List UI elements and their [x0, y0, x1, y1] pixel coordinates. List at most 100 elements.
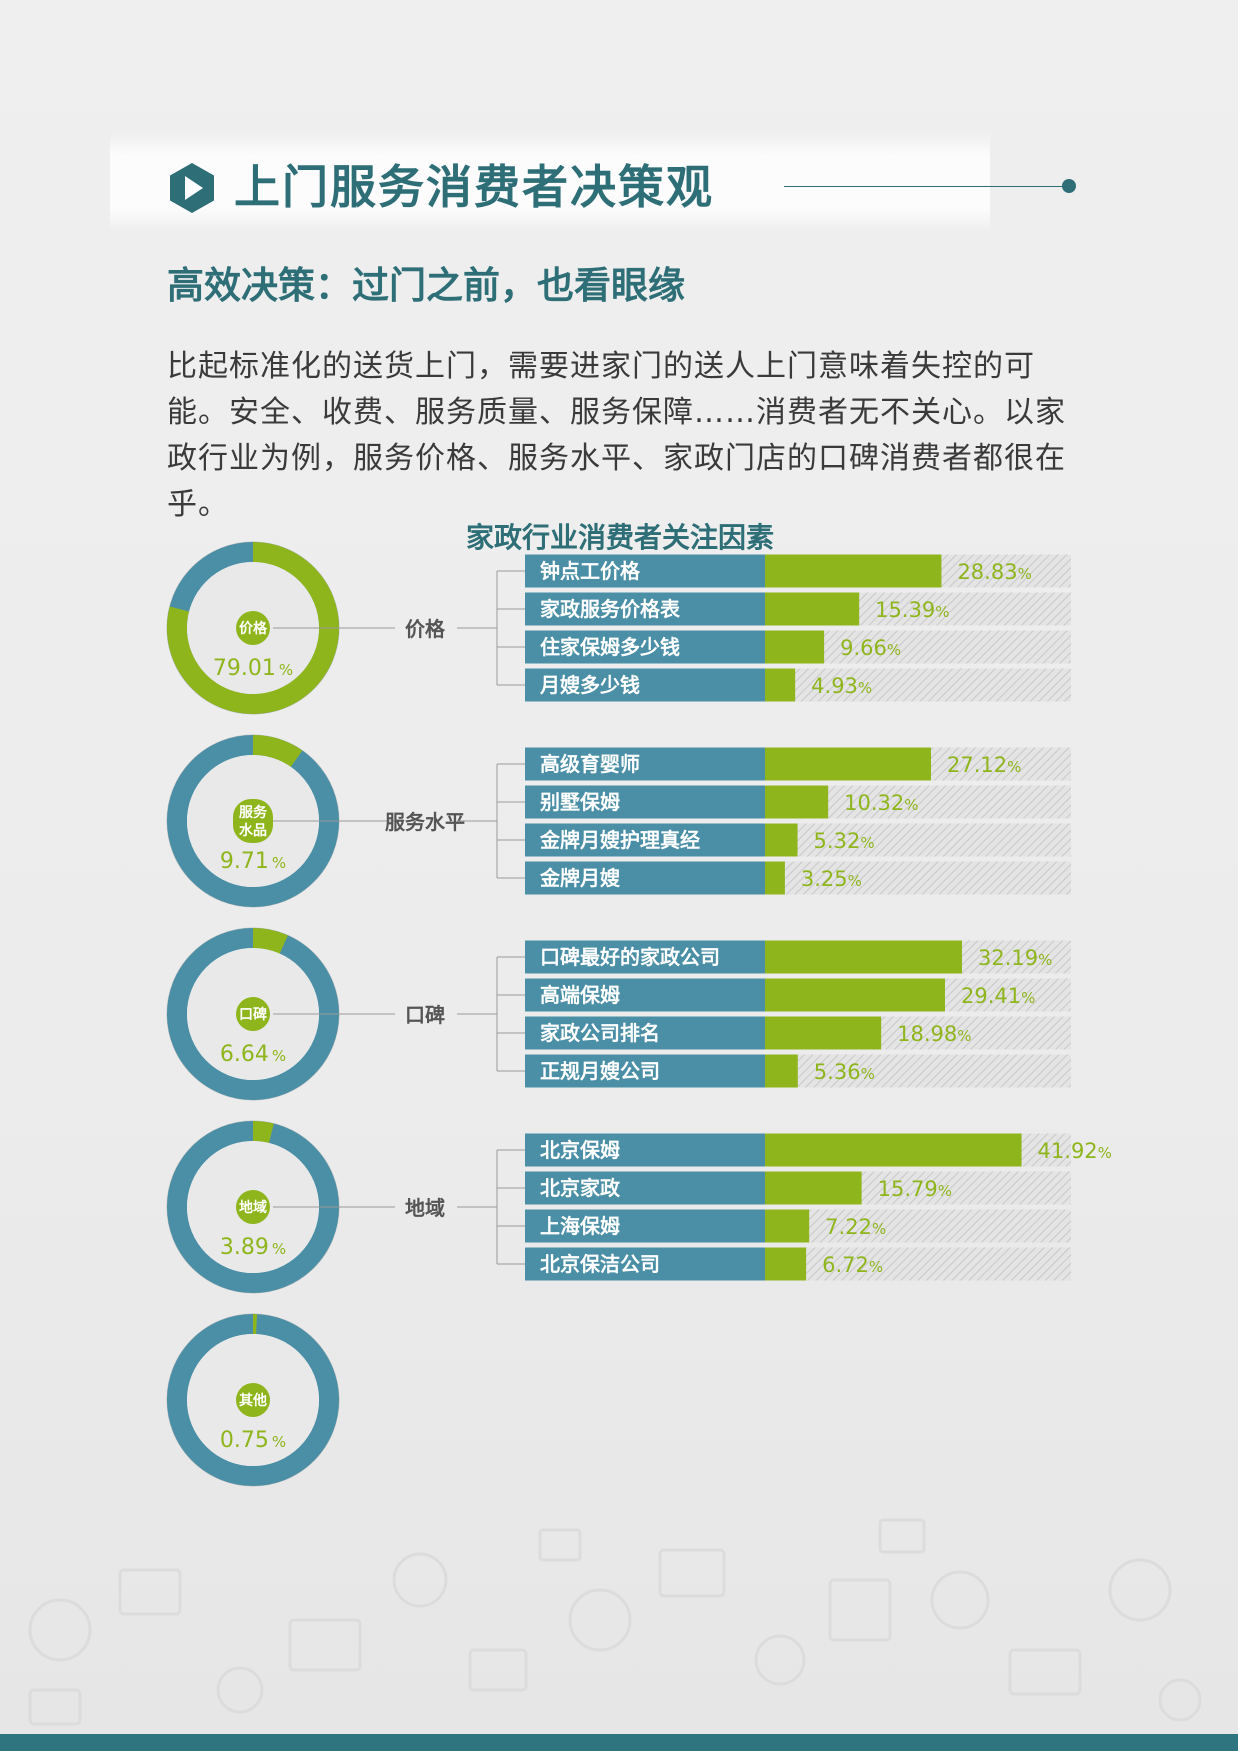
- bar-value-label: 5.32%: [814, 829, 875, 853]
- ring-center-badge: [236, 1383, 270, 1417]
- bar: [765, 630, 825, 664]
- intro-paragraph: 比起标准化的送货上门，需要进家门的送人上门意味着失控的可能。安全、收费、服务质量…: [167, 349, 1066, 522]
- bar-value-label: 29.41%: [961, 984, 1035, 1008]
- ring-share-arc: [167, 542, 339, 714]
- ring-center-label: 地域: [239, 1199, 267, 1216]
- bar: [765, 668, 796, 702]
- bar-category-label: 北京保洁公司: [540, 1252, 660, 1276]
- bar: [765, 785, 829, 819]
- bar-track: [765, 668, 1071, 702]
- bar-category-label: 家政公司排名: [540, 1021, 660, 1045]
- bar-label-cell: [525, 554, 765, 588]
- bar-label-cell: [525, 668, 765, 702]
- bar-category-label: 月嫂多少钱: [539, 673, 640, 697]
- bar-label-cell: [525, 747, 765, 781]
- ring-share-value: 6.64%: [220, 1042, 286, 1067]
- group-label: 地域: [405, 1196, 445, 1220]
- ring-share-arc: [252, 735, 303, 768]
- bar-value-label: 32.19%: [978, 946, 1052, 970]
- bar-category-label: 正规月嫂公司: [540, 1059, 660, 1083]
- bar: [765, 1209, 810, 1243]
- bar: [765, 861, 785, 895]
- bar-category-label: 金牌月嫂护理真经: [539, 828, 700, 852]
- bar-label-cell: [525, 1247, 765, 1281]
- play-icon: [170, 163, 214, 213]
- bar-label-cell: [525, 823, 765, 857]
- ring-center-label: 价格: [239, 620, 268, 637]
- bar: [765, 1133, 1022, 1167]
- ring-share-arc: [252, 928, 288, 954]
- bar-value-label: 10.32%: [844, 791, 918, 815]
- bar-category-label: 高端保姆: [540, 983, 620, 1007]
- bar-label-cell: [525, 785, 765, 819]
- ring-center-label: 水品: [239, 822, 267, 839]
- bar: [765, 1247, 807, 1281]
- bar-value-label: 15.79%: [878, 1177, 952, 1201]
- bar-label-cell: [525, 1171, 765, 1205]
- bar-value-label: 7.22%: [825, 1215, 886, 1239]
- title-rule-dot: [1062, 179, 1076, 193]
- bar-label-cell: [525, 978, 765, 1012]
- ring-center-label: 其他: [239, 1392, 267, 1409]
- bar: [765, 592, 860, 626]
- bar: [765, 1171, 862, 1205]
- ring-share-value: 0.75%: [220, 1428, 286, 1453]
- bar-value-label: 3.25%: [801, 867, 862, 891]
- ring-center-badge: [236, 997, 270, 1031]
- bar-category-label: 北京保姆: [540, 1138, 620, 1162]
- bar-category-label: 北京家政: [540, 1176, 621, 1200]
- bar-value-label: 18.98%: [897, 1022, 971, 1046]
- bar-label-cell: [525, 940, 765, 974]
- bar-label-cell: [525, 1054, 765, 1088]
- bar-category-label: 钟点工价格: [540, 559, 641, 583]
- bar-value-label: 28.83%: [957, 560, 1031, 584]
- bar: [765, 747, 931, 781]
- bar-category-label: 家政服务价格表: [540, 597, 681, 621]
- bar-category-label: 别墅保姆: [539, 790, 620, 814]
- ring-center-badge: [236, 1190, 270, 1224]
- bar-label-cell: [525, 1016, 765, 1050]
- bar-value-label: 9.66%: [840, 636, 901, 660]
- bar: [765, 554, 942, 588]
- background-icon-pattern: [28, 1518, 1202, 1726]
- bar: [765, 1016, 882, 1050]
- bar-value-label: 15.39%: [875, 598, 949, 622]
- bar-label-cell: [525, 1209, 765, 1243]
- bar-value-label: 5.36%: [814, 1060, 875, 1084]
- title-rule: [784, 186, 1068, 187]
- bar-track: [765, 823, 1071, 857]
- group-label: 价格: [405, 617, 446, 641]
- bar-track: [765, 861, 1071, 895]
- bar-track: [765, 1209, 1071, 1243]
- bar-value-label: 4.93%: [811, 674, 872, 698]
- ring-share-value: 9.71%: [220, 849, 286, 874]
- bar: [765, 940, 963, 974]
- bar-category-label: 高级育婴师: [540, 752, 640, 776]
- bar-category-label: 上海保姆: [540, 1214, 620, 1238]
- bar-value-label: 6.72%: [822, 1253, 883, 1277]
- section-subtitle: 高效决策：过门之前，也看眼缘: [167, 264, 685, 307]
- bar-value-label: 41.92%: [1038, 1139, 1112, 1163]
- bar: [765, 823, 798, 857]
- bar-category-label: 金牌月嫂: [539, 866, 621, 890]
- bar: [765, 978, 945, 1012]
- ring-center-label: 口碑: [239, 1006, 267, 1023]
- footer-strip: [0, 1734, 1238, 1751]
- group-label: 服务水平: [385, 810, 465, 834]
- ring-share-value: 3.89%: [220, 1235, 286, 1260]
- chart-title: 家政行业消费者关注因素: [465, 521, 774, 554]
- bar-value-label: 27.12%: [947, 753, 1021, 777]
- section-title: 上门服务消费者决策观: [234, 160, 714, 214]
- bar-track: [765, 1247, 1071, 1281]
- ring-center-label: 服务: [239, 804, 268, 821]
- bar-label-cell: [525, 1133, 765, 1167]
- ring-center-badge: [233, 799, 273, 843]
- bar-category-label: 住家保姆多少钱: [540, 635, 680, 659]
- bar-label-cell: [525, 630, 765, 664]
- ring-share-arc: [252, 1121, 274, 1144]
- ring-share-value: 79.01%: [213, 656, 293, 681]
- header-band: [110, 132, 990, 232]
- bar-category-label: 口碑最好的家政公司: [540, 945, 720, 969]
- bar-label-cell: [525, 861, 765, 895]
